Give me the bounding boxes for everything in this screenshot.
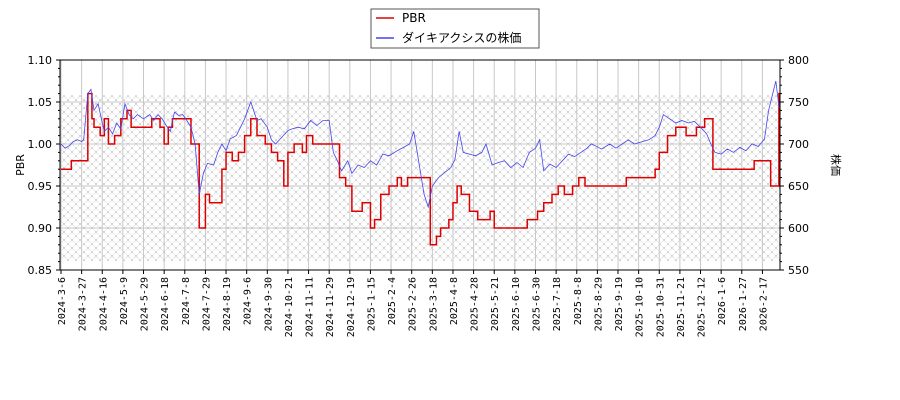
right-tick-label: 750 [788, 96, 809, 109]
x-tick-label: 2025-9-19 [614, 277, 625, 331]
legend-box [370, 8, 540, 49]
x-tick-label: 2024-10-21 [284, 277, 295, 337]
x-axis: 2024-3-6 2024-3-27 2024-4-16 2024-5-9 2024-5… [57, 270, 769, 337]
left-axis-title: PBR [14, 154, 27, 176]
legend: PBR ダイキアクシスの株価 [370, 8, 540, 49]
left-tick-label: 0.90 [28, 222, 53, 235]
x-tick-label: 2024-12-19 [346, 277, 357, 337]
x-tick-label: 2025-4-28 [470, 277, 481, 331]
x-tick-label: 2024-6-18 [160, 277, 171, 331]
x-tick-label: 2025-2-26 [408, 277, 419, 331]
left-tick-label: 1.10 [28, 54, 53, 67]
x-tick-label: 2024-3-6 [57, 277, 68, 325]
left-tick-label: 0.95 [28, 180, 53, 193]
x-tick-label: 2025-12-12 [697, 277, 708, 337]
x-tick-label: 2025-6-10 [511, 277, 522, 331]
hatched-band [60, 95, 780, 262]
right-tick-label: 700 [788, 138, 809, 151]
x-tick-label: 2024-7-29 [201, 277, 212, 331]
hatch-region [60, 95, 780, 262]
x-tick-label: 2025-1-15 [366, 277, 377, 331]
x-tick-label: 2025-10-31 [655, 277, 666, 337]
left-tick-label: 0.85 [28, 264, 53, 277]
x-tick-label: 2024-4-16 [98, 277, 109, 331]
x-tick-label: 2026-2-17 [758, 277, 769, 331]
legend-label-price: ダイキアクシスの株価 [402, 30, 521, 45]
x-tick-label: 2025-7-18 [552, 277, 563, 331]
series-layer [60, 80, 780, 246]
x-tick-label: 2025-6-30 [531, 277, 542, 331]
x-tick-label: 2024-9-6 [243, 277, 254, 325]
pbr-line [61, 92, 780, 246]
x-tick-label: 2024-5-29 [140, 277, 151, 331]
left-axis: 0.85 0.90 0.95 1.00 1.05 1.10 [28, 54, 60, 277]
x-tick-label: 2025-8-8 [573, 277, 584, 325]
plot-frame [59, 59, 781, 271]
x-tick-label: 2024-9-30 [263, 277, 274, 331]
right-tick-label: 650 [788, 180, 809, 193]
x-tick-label: 2025-10-10 [635, 277, 646, 337]
x-tick-label: 2024-5-9 [119, 277, 130, 325]
legend-label-pbr: PBR [402, 11, 426, 25]
x-tick-label: 2025-2-4 [387, 277, 398, 325]
right-tick-label: 800 [788, 54, 809, 67]
x-tick-label: 2025-5-21 [490, 277, 501, 331]
right-axis-title: 株価 [829, 154, 843, 176]
right-tick-label: 600 [788, 222, 809, 235]
x-tick-label: 2024-3-27 [78, 277, 89, 331]
x-tick-label: 2024-11-29 [325, 277, 336, 337]
left-tick-label: 1.00 [28, 138, 53, 151]
x-tick-label: 2025-3-18 [428, 277, 439, 331]
x-tick-label: 2026-1-6 [717, 277, 728, 325]
right-axis: 550 600 650 700 750 800 [780, 54, 809, 277]
x-tick-label: 2025-11-21 [676, 277, 687, 337]
x-tick-label: 2025-4-8 [449, 277, 460, 325]
x-tick-label: 2026-1-27 [738, 277, 749, 331]
x-tick-label: 2024-11-11 [305, 277, 316, 337]
x-tick-label: 2024-8-19 [222, 277, 233, 331]
x-tick-label: 2024-7-8 [181, 277, 192, 325]
right-tick-label: 550 [788, 264, 809, 277]
x-tick-label: 2025-8-29 [593, 277, 604, 331]
left-tick-label: 1.05 [28, 96, 53, 109]
stock-price-line [60, 80, 780, 209]
